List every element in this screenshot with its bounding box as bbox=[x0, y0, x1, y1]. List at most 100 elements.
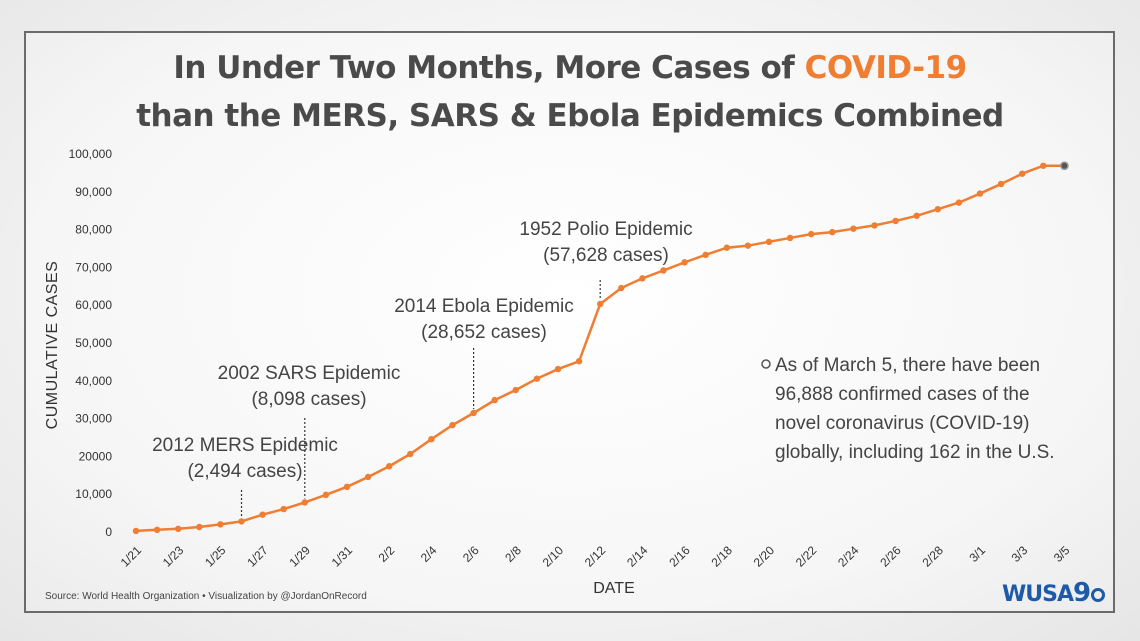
y-tick-label: 60,000 bbox=[75, 298, 112, 312]
data-point bbox=[428, 435, 435, 443]
x-tick-label: 2/18 bbox=[709, 543, 736, 570]
data-point bbox=[217, 521, 224, 528]
annotation-title: 1952 Polio Epidemic bbox=[519, 219, 692, 240]
data-point bbox=[491, 396, 498, 404]
data-point bbox=[175, 525, 182, 533]
y-tick-label: 10,000 bbox=[75, 487, 112, 501]
data-point bbox=[955, 199, 963, 206]
chart-frame bbox=[24, 31, 1115, 613]
data-point bbox=[913, 212, 920, 219]
annotation-title: 2012 MERS Epidemic bbox=[152, 435, 338, 456]
logo-nine: 9 bbox=[1073, 578, 1091, 608]
x-tick-label: 3/3 bbox=[1009, 543, 1031, 565]
x-tick-label: 2/4 bbox=[418, 543, 440, 565]
logo-eye-icon bbox=[1091, 588, 1106, 602]
x-tick-label: 2/22 bbox=[793, 543, 820, 570]
data-point bbox=[618, 284, 625, 292]
annotation-title: 2014 Ebola Epidemic bbox=[394, 296, 574, 317]
y-tick-label: 90,000 bbox=[75, 185, 112, 199]
title-prefix: In Under Two Months, More Cases of bbox=[173, 50, 805, 86]
data-point bbox=[934, 205, 941, 213]
annotation-cases: (28,652 cases) bbox=[421, 322, 547, 343]
data-point bbox=[322, 491, 330, 499]
data-point bbox=[533, 375, 541, 382]
x-tick-label: 3/1 bbox=[966, 543, 988, 565]
data-point bbox=[238, 518, 245, 525]
data-point bbox=[829, 228, 836, 236]
data-point bbox=[744, 242, 752, 249]
source-credit: Source: World Health Organization • Visu… bbox=[45, 591, 367, 602]
x-tick-label: 1/27 bbox=[244, 543, 271, 570]
data-point bbox=[702, 251, 709, 259]
data-point bbox=[765, 238, 773, 246]
x-tick-label: 2/10 bbox=[540, 543, 567, 570]
data-point bbox=[280, 505, 287, 513]
x-tick-label: 1/29 bbox=[287, 543, 314, 570]
data-point bbox=[660, 267, 667, 274]
chart-title-line1: In Under Two Months, More Cases of COVID… bbox=[0, 50, 1140, 86]
x-tick-label: 2/6 bbox=[460, 543, 482, 565]
y-tick-label: 80,000 bbox=[75, 223, 112, 237]
data-point bbox=[786, 234, 794, 242]
data-point bbox=[407, 450, 414, 458]
data-point bbox=[554, 365, 562, 373]
data-point bbox=[386, 463, 393, 470]
data-point bbox=[723, 244, 730, 251]
x-tick-label: 2/26 bbox=[877, 543, 904, 570]
data-point bbox=[639, 275, 646, 282]
title-highlight: COVID-19 bbox=[804, 50, 968, 86]
data-point bbox=[343, 483, 351, 491]
data-point bbox=[449, 421, 456, 429]
x-tick-label: 2/2 bbox=[376, 543, 398, 565]
note-line: novel coronavirus (COVID-19) bbox=[775, 413, 1029, 434]
data-point bbox=[976, 190, 984, 197]
wusa9-logo: WUSA9 bbox=[1002, 578, 1106, 608]
note-marker-icon bbox=[761, 359, 771, 369]
x-tick-label: 2/16 bbox=[666, 543, 693, 570]
data-point bbox=[259, 511, 266, 518]
data-point bbox=[1040, 162, 1047, 169]
annotation-title: 2002 SARS Epidemic bbox=[218, 363, 401, 384]
data-point bbox=[132, 527, 140, 535]
x-tick-label: 2/20 bbox=[751, 543, 778, 570]
data-point bbox=[512, 386, 519, 394]
x-tick-label: 2/8 bbox=[502, 543, 524, 565]
y-tick-label: 0 bbox=[105, 525, 112, 539]
y-tick-label: 70,000 bbox=[75, 260, 112, 274]
data-point bbox=[1019, 170, 1026, 177]
data-point bbox=[1060, 161, 1069, 171]
note-line: globally, including 162 in the U.S. bbox=[775, 442, 1055, 463]
data-point bbox=[681, 259, 688, 266]
x-axis-label: DATE bbox=[593, 580, 634, 597]
data-point bbox=[597, 300, 604, 308]
x-tick-label: 1/25 bbox=[202, 543, 229, 570]
data-point bbox=[575, 358, 583, 365]
annotation-cases: (8,098 cases) bbox=[251, 389, 366, 410]
data-point bbox=[850, 225, 857, 232]
chart-title-line2: than the MERS, SARS & Ebola Epidemics Co… bbox=[136, 98, 1004, 134]
data-point bbox=[301, 499, 308, 506]
data-point bbox=[364, 473, 372, 481]
y-tick-label: 100,000 bbox=[69, 147, 113, 161]
data-point bbox=[153, 526, 161, 534]
note-line: As of March 5, there have been bbox=[775, 355, 1040, 376]
note-line: 96,888 confirmed cases of the bbox=[775, 384, 1030, 405]
x-tick-label: 2/28 bbox=[920, 543, 947, 570]
data-point bbox=[196, 523, 203, 531]
data-point bbox=[470, 409, 477, 417]
annotation-cases: (57,628 cases) bbox=[543, 245, 669, 266]
y-tick-label: 30,000 bbox=[75, 412, 112, 426]
x-tick-label: 2/14 bbox=[624, 543, 651, 570]
x-tick-label: 2/24 bbox=[835, 543, 862, 570]
y-tick-label: 20000 bbox=[79, 449, 113, 463]
data-point bbox=[871, 222, 878, 229]
x-tick-label: 1/21 bbox=[118, 543, 145, 570]
logo-text: WUSA bbox=[1002, 582, 1074, 607]
x-tick-label: 1/23 bbox=[160, 543, 187, 570]
y-axis-label: CUMULATIVE CASES bbox=[44, 261, 61, 430]
data-point bbox=[808, 230, 815, 238]
y-tick-label: 40,000 bbox=[75, 374, 112, 388]
data-point bbox=[892, 217, 899, 225]
y-tick-label: 50,000 bbox=[75, 336, 112, 350]
